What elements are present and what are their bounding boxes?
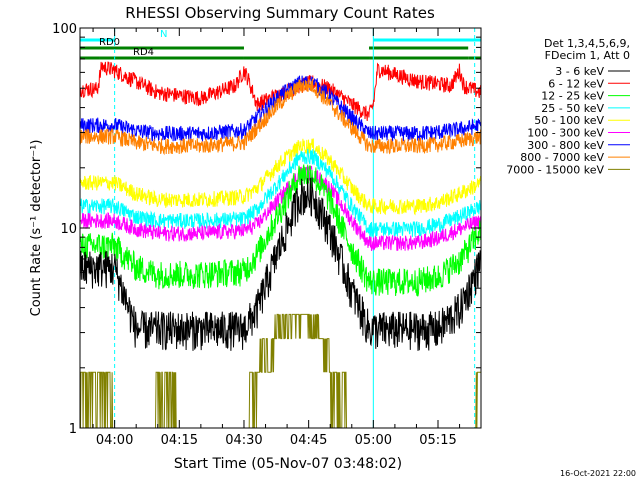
legend-label-800-7000-kev: 800 - 7000 keV [520,151,604,164]
legend-header-line-0: Det 1,3,4,5,6,9, [544,37,630,50]
x-tick-label-04-30: 04:30 [225,433,262,448]
legend-label-7000-15000-kev: 7000 - 15000 keV [506,163,604,176]
legend-label-100-300-kev: 100 - 300 keV [527,127,604,140]
x-tick-label-04-45: 04:45 [290,433,327,448]
generated-timestamp: 16-Oct-2021 22:00 [560,469,636,478]
legend-label-25-50-kev: 25 - 50 keV [541,102,604,115]
series-line-12-25-kev [79,164,482,297]
legend-header-line-1: FDecim 1, Att 0 [545,49,630,62]
series-line-800-7000-kev [79,78,482,156]
x-tick-label-05-00: 05:00 [355,433,392,448]
series-layer [79,61,482,429]
x-axis-label: Start Time (05-Nov-07 03:48:02) [174,456,402,472]
series-line-25-50-kev [79,148,482,238]
y-tick-label-10: 10 [60,222,77,237]
series-line-3-6-kev [79,177,482,351]
legend-label-3-6-kev: 3 - 6 keV [555,65,604,78]
x-tick-label-04-00: 04:00 [96,433,133,448]
annotation-label-n: N [160,29,167,40]
x-tick-label-05-15: 05:15 [419,433,456,448]
y-axis-label: Count Rate (s⁻¹ detector⁻¹) [29,140,44,317]
legend-label-6-12-kev: 6 - 12 keV [548,77,604,90]
legend: Det 1,3,4,5,6,9,FDecim 1, Att 0 3 - 6 keV… [506,37,630,176]
chart-title: RHESSI Observing Summary Count Rates [125,4,435,22]
series-line-50-100-kev [79,138,482,216]
annotation-label-rd0: RD0 [99,37,120,48]
legend-label-300-800-kev: 300 - 800 keV [527,139,604,152]
legend-label-50-100-kev: 50 - 100 keV [534,114,604,127]
legend-label-12-25-kev: 12 - 25 keV [541,90,604,103]
series-line-100-300-kev [79,165,482,252]
y-tick-label-100: 100 [52,22,77,37]
series-line-300-800-kev [79,75,482,142]
annotation-label-rd4: RD4 [133,47,154,58]
x-tick-label-04-15: 04:15 [161,433,198,448]
axes-layer: 04:00 04:15 04:30 04:45 05:00 05:15 1 10 100 [52,22,481,448]
y-tick-label-1: 1 [69,422,77,437]
